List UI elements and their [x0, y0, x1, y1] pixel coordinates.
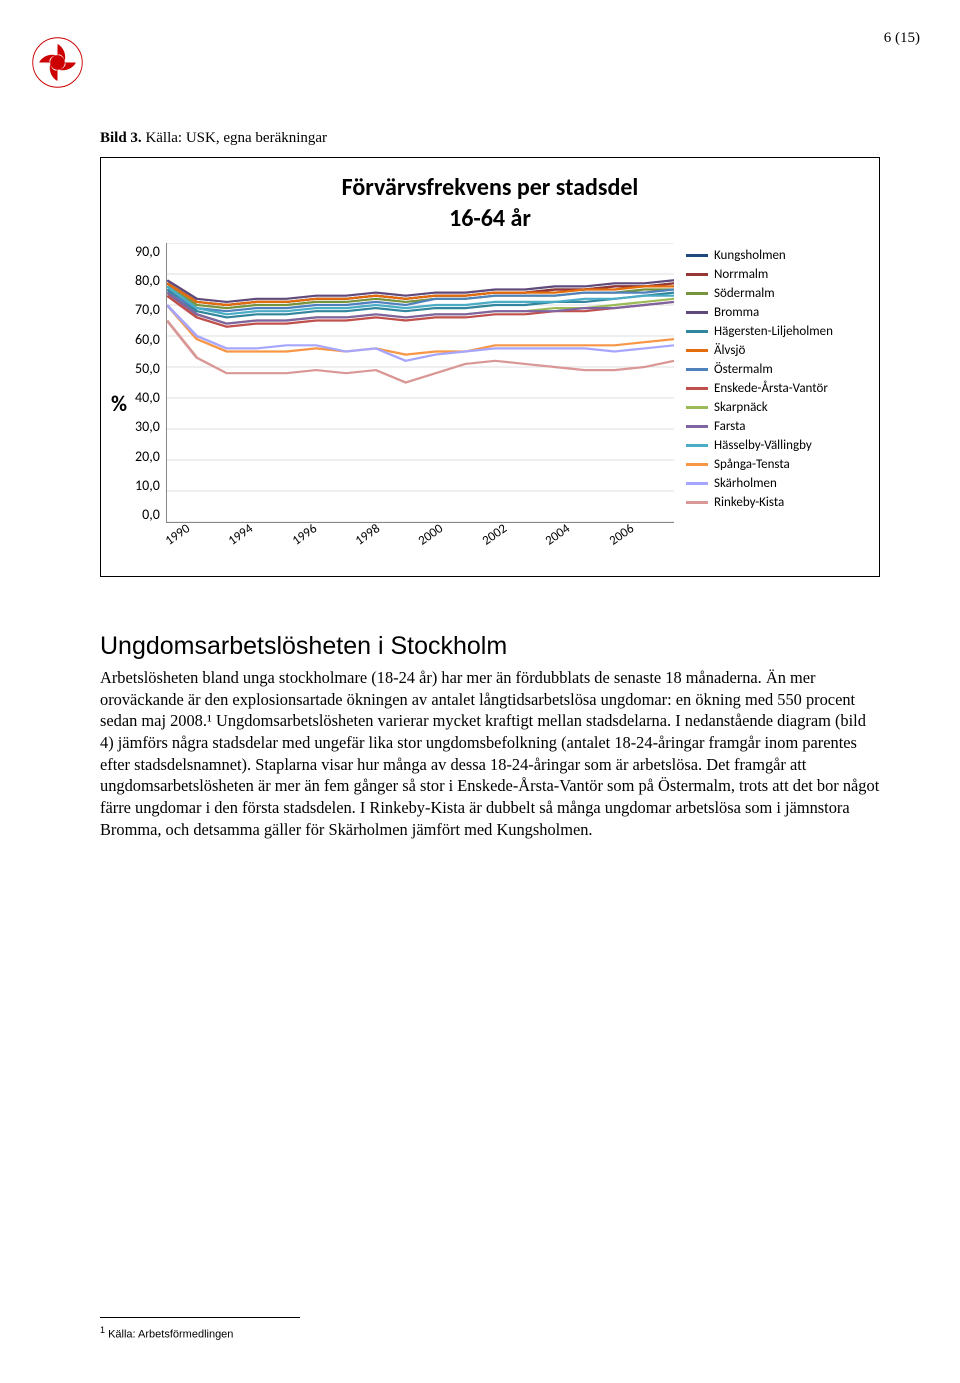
y-tick-label: 40,0 — [135, 389, 160, 406]
legend-swatch — [686, 292, 708, 295]
legend-label: Älvsjö — [714, 343, 745, 358]
chart-caption: Bild 3. Källa: USK, egna beräkningar — [100, 130, 880, 147]
footnote-divider — [100, 1317, 300, 1318]
legend-swatch — [686, 349, 708, 352]
legend-item: Kungsholmen — [686, 248, 869, 263]
y-ticks: 90,0 80,0 70,0 60,0 50,0 40,0 30,0 20,0 10,0 0,0 — [135, 243, 166, 523]
page-number: 6 (15) — [884, 30, 920, 47]
legend-item: Farsta — [686, 419, 869, 434]
plot-area: 19901994199619982000200220042006 — [166, 243, 674, 523]
legend-item: Hässelby-Vällingby — [686, 438, 869, 453]
legend-swatch — [686, 501, 708, 504]
footnote: 1 Källa: Arbetsförmedlingen — [100, 1325, 233, 1341]
body-paragraph: Arbetslösheten bland unga stockholmare (… — [100, 667, 880, 840]
legend-item: Skärholmen — [686, 476, 869, 491]
chart-legend: Kungsholmen Norrmalm Södermalm Bromma Hägers… — [674, 243, 869, 563]
legend-label: Södermalm — [714, 286, 775, 301]
legend-label: Skarpnäck — [714, 400, 768, 415]
legend-item: Älvsjö — [686, 343, 869, 358]
legend-label: Kungsholmen — [714, 248, 786, 263]
legend-swatch — [686, 406, 708, 409]
legend-swatch — [686, 387, 708, 390]
legend-label: Norrmalm — [714, 267, 768, 282]
logo-icon — [30, 35, 85, 90]
legend-swatch — [686, 482, 708, 485]
caption-text: Källa: USK, egna beräkningar — [142, 130, 327, 146]
legend-item: Spånga-Tensta — [686, 457, 869, 472]
legend-label: Östermalm — [714, 362, 773, 377]
chart-title: Förvärvsfrekvens per stadsdel — [111, 173, 869, 202]
legend-label: Enskede-Årsta-Vantör — [714, 381, 828, 396]
chart-subtitle: 16-64 år — [111, 204, 869, 233]
legend-label: Rinkeby-Kista — [714, 495, 784, 510]
y-tick-label: 20,0 — [135, 448, 160, 465]
legend-item: Östermalm — [686, 362, 869, 377]
y-tick-label: 80,0 — [135, 272, 160, 289]
legend-item: Hägersten-Liljeholmen — [686, 324, 869, 339]
legend-label: Hägersten-Liljeholmen — [714, 324, 833, 339]
legend-swatch — [686, 463, 708, 466]
y-tick-label: 70,0 — [135, 301, 160, 318]
legend-swatch — [686, 254, 708, 257]
y-tick-label: 90,0 — [135, 243, 160, 260]
content-area: Bild 3. Källa: USK, egna beräkningar För… — [100, 130, 880, 840]
legend-item: Enskede-Årsta-Vantör — [686, 381, 869, 396]
y-tick-label: 0,0 — [135, 506, 160, 523]
legend-swatch — [686, 368, 708, 371]
legend-label: Spånga-Tensta — [714, 457, 790, 472]
footnote-text: Källa: Arbetsförmedlingen — [105, 1329, 233, 1341]
legend-swatch — [686, 273, 708, 276]
legend-label: Hässelby-Vällingby — [714, 438, 812, 453]
y-tick-label: 10,0 — [135, 477, 160, 494]
legend-item: Rinkeby-Kista — [686, 495, 869, 510]
legend-label: Skärholmen — [714, 476, 777, 491]
legend-item: Norrmalm — [686, 267, 869, 282]
legend-item: Skarpnäck — [686, 400, 869, 415]
legend-swatch — [686, 311, 708, 314]
legend-item: Bromma — [686, 305, 869, 320]
legend-swatch — [686, 425, 708, 428]
x-ticks: 19901994199619982000200220042006 — [167, 535, 674, 550]
legend-swatch — [686, 330, 708, 333]
legend-label: Farsta — [714, 419, 746, 434]
legend-item: Södermalm — [686, 286, 869, 301]
y-axis-label: % — [111, 243, 135, 563]
section-heading: Ungdomsarbetslösheten i Stockholm — [100, 632, 880, 661]
y-tick-label: 50,0 — [135, 360, 160, 377]
legend-swatch — [686, 444, 708, 447]
legend-label: Bromma — [714, 305, 759, 320]
chart-container: Förvärvsfrekvens per stadsdel 16-64 år %… — [100, 157, 880, 577]
y-tick-label: 30,0 — [135, 418, 160, 435]
caption-bold: Bild 3. — [100, 130, 142, 146]
y-tick-label: 60,0 — [135, 331, 160, 348]
